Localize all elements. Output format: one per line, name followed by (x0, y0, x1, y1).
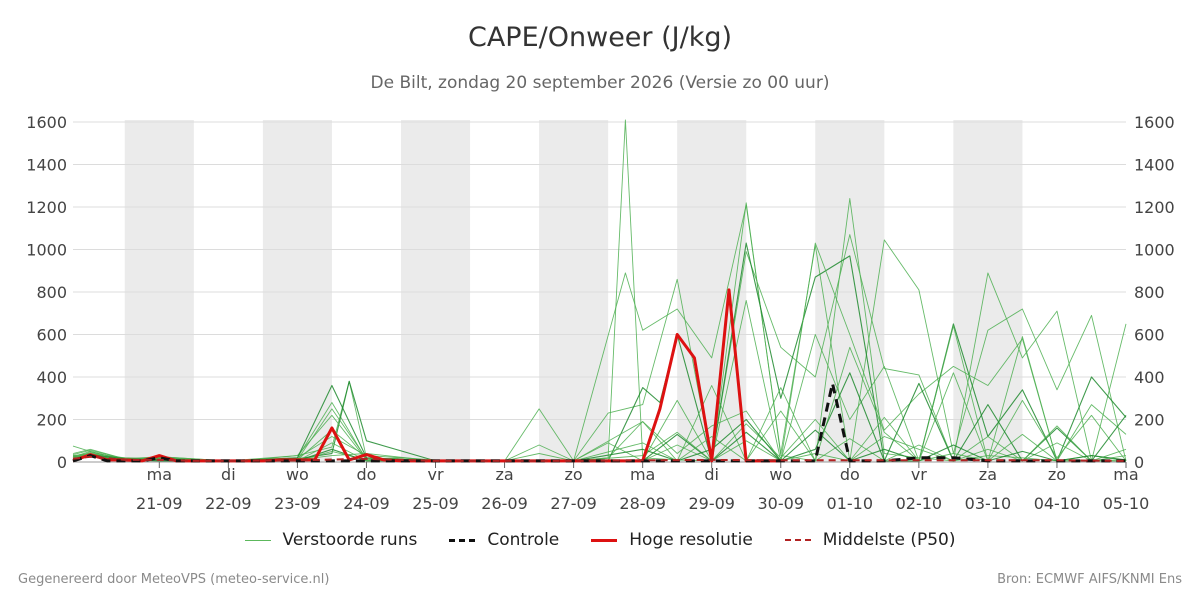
legend-swatch-median (784, 539, 811, 541)
x-tick-day: wo (769, 465, 792, 484)
legend-swatch-perturbed (244, 539, 271, 541)
legend-item-hres[interactable]: Hoge resolutie (591, 530, 753, 550)
x-tick-day: za (495, 465, 513, 484)
y-tick-label-left: 600 (36, 326, 67, 345)
median-series-line (72, 455, 1127, 462)
footer-source: Bron: ECMWF AIFS/KNMI Ens (997, 572, 1182, 587)
x-tick-date: 02-10 (896, 494, 943, 513)
weekend-band (124, 120, 194, 462)
x-tick-day: ma (1113, 465, 1138, 484)
y-tick-label-left: 1400 (26, 156, 67, 175)
weekend-band (539, 120, 609, 462)
control-series-line (72, 381, 1126, 463)
x-tick-day: ma (147, 465, 172, 484)
x-tick-day: wo (286, 465, 309, 484)
x-tick-date: 30-09 (758, 494, 805, 513)
weekend-band (262, 120, 332, 462)
x-tick-day: vr (427, 465, 443, 484)
x-tick-date: 28-09 (619, 494, 666, 513)
weekend-band (677, 120, 747, 462)
y-tick-label-left: 1600 (26, 113, 67, 132)
x-tick-day: zo (565, 465, 583, 484)
cape-chart: 0 0 200 200 400 400 600 600 800 800 1000 1000 1200 12… (26, 113, 1175, 513)
x-tick-date: 25-09 (412, 494, 459, 513)
legend-label-perturbed: Verstoorde runs (282, 530, 418, 550)
weekend-band (400, 120, 471, 462)
x-tick-day: zo (1048, 465, 1066, 484)
x-tick-day: do (356, 465, 376, 484)
x-tick-day: di (704, 465, 719, 484)
legend-swatch-hres (591, 538, 618, 542)
y-tick-label-left: 200 (36, 411, 67, 430)
y-tick-label-right: 600 (1134, 326, 1165, 345)
chart-subtitle: De Bilt, zondag 20 september 2026 (Versi… (370, 73, 830, 93)
y-tick-label-right: 200 (1134, 411, 1165, 430)
x-tick-date: 24-09 (343, 494, 390, 513)
x-tick-day: za (979, 465, 997, 484)
y-tick-label-right: 1000 (1134, 241, 1175, 260)
y-tick-label-right: 800 (1134, 283, 1165, 302)
legend-label-hres: Hoge resolutie (629, 530, 753, 550)
chart-title: CAPE/Onweer (J/kg) (467, 22, 732, 53)
y-tick-label-right: 0 (1134, 453, 1144, 472)
legend-swatch-control (449, 538, 476, 542)
y-tick-label-left: 800 (36, 283, 67, 302)
y-tick-label-right: 1200 (1134, 198, 1175, 217)
x-tick-date: 04-10 (1034, 494, 1081, 513)
x-tick-date: 01-10 (827, 494, 874, 513)
x-tick-date: 27-09 (550, 494, 597, 513)
x-tick-date: 23-09 (274, 494, 321, 513)
y-tick-label-right: 1600 (1134, 113, 1175, 132)
y-tick-label-left: 0 (57, 453, 67, 472)
weekend-band (953, 120, 1023, 462)
ensemble-member-line (73, 414, 1127, 462)
y-tick-label-left: 400 (36, 368, 67, 387)
x-tick-date: 29-09 (688, 494, 735, 513)
legend-item-median[interactable]: Middelste (P50) (784, 530, 956, 550)
x-tick-day: di (221, 465, 236, 484)
x-tick-day: vr (911, 465, 927, 484)
chart-legend: Verstoorde runs Controle Hoge resolutie … (0, 530, 1200, 550)
legend-label-control: Controle (487, 530, 560, 550)
legend-item-perturbed[interactable]: Verstoorde runs (244, 530, 418, 550)
x-tick-date: 03-10 (965, 494, 1012, 513)
footer-generator: Gegenereerd door MeteoVPS (meteo-service… (18, 572, 330, 587)
legend-label-median: Middelste (P50) (822, 530, 956, 550)
x-tick-day: ma (630, 465, 655, 484)
x-tick-day: do (840, 465, 860, 484)
x-tick-date: 22-09 (205, 494, 252, 513)
x-tick-date: 05-10 (1103, 494, 1150, 513)
legend-item-control[interactable]: Controle (449, 530, 559, 550)
y-tick-label-left: 1200 (26, 198, 67, 217)
x-tick-date: 21-09 (136, 494, 183, 513)
y-tick-label-left: 1000 (26, 241, 67, 260)
y-tick-label-right: 400 (1134, 368, 1165, 387)
y-tick-label-right: 1400 (1134, 156, 1175, 175)
x-tick-date: 26-09 (481, 494, 528, 513)
